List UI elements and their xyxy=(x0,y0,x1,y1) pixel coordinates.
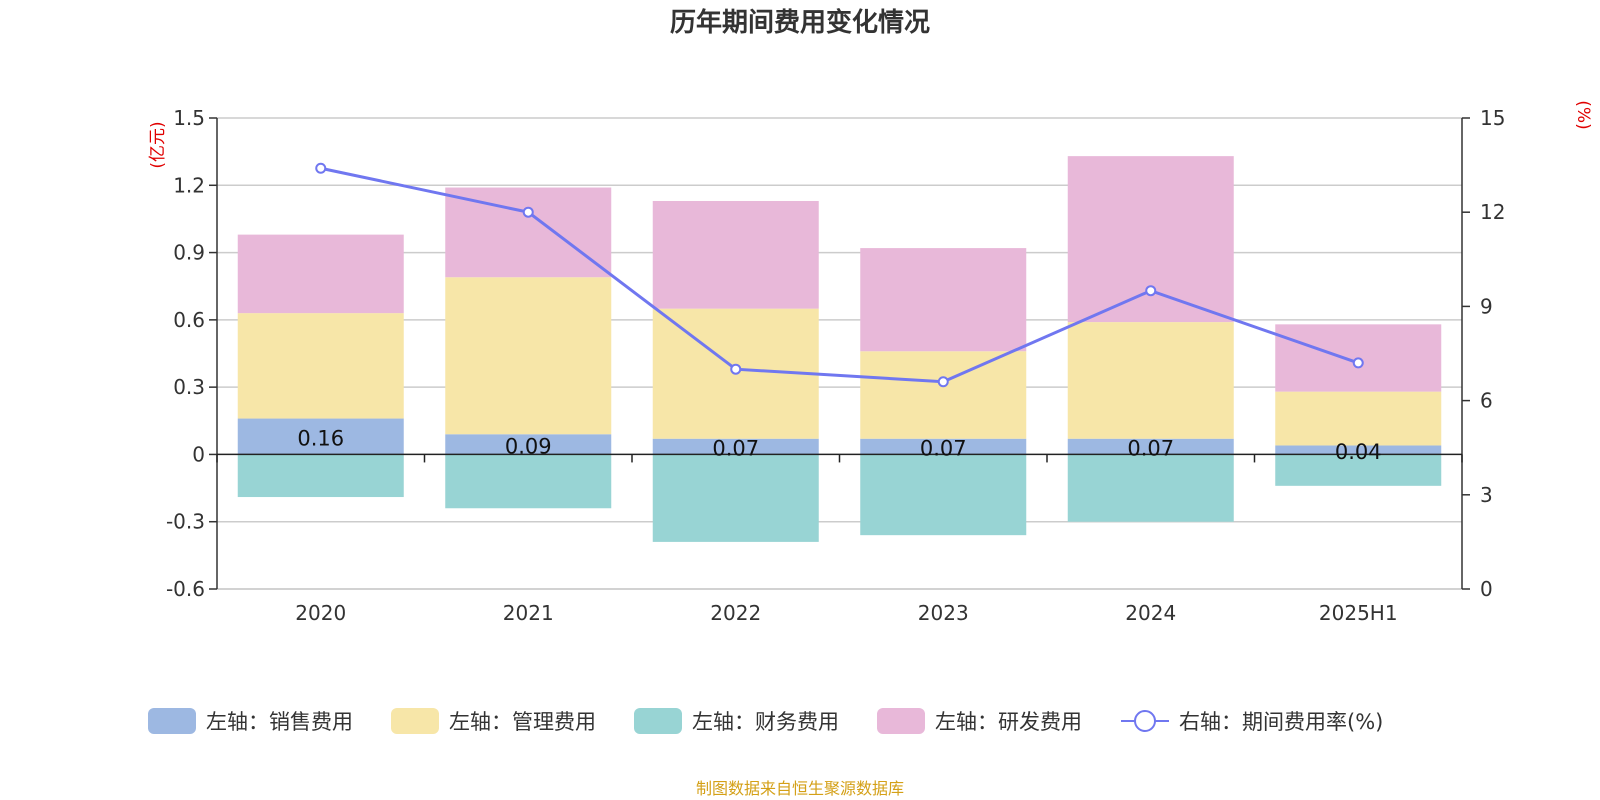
rate-line-point xyxy=(730,363,742,375)
bar-segment xyxy=(445,277,612,435)
legend-label: 左轴：管理费用 xyxy=(449,710,596,734)
legend-marker xyxy=(1134,710,1156,732)
bar-segment xyxy=(1067,156,1234,323)
left-axis-tick-label: 0.6 xyxy=(173,308,205,332)
legend-swatch xyxy=(391,708,439,734)
legend-label: 左轴：销售费用 xyxy=(206,710,353,734)
bar-segment xyxy=(652,200,819,309)
legend-swatch xyxy=(634,708,682,734)
bar-segment xyxy=(1275,445,1442,455)
x-axis-category-label: 2023 xyxy=(918,601,969,625)
bar-segment xyxy=(860,454,1027,536)
bar-segment xyxy=(445,187,612,278)
bars-layer xyxy=(237,156,1442,542)
legend-label: 左轴：研发费用 xyxy=(935,710,1082,734)
data-labels-layer: 0.16 0.09 0.07 0.07 0.07 0.04 xyxy=(297,426,1381,463)
right-axis-tick-label: 12 xyxy=(1480,200,1505,224)
source-note: 制图数据来自恒生聚源数据库 xyxy=(696,779,904,798)
bar-segment xyxy=(237,418,404,455)
bar-segment xyxy=(1275,454,1442,486)
bar-segment xyxy=(445,454,612,509)
rate-line-point xyxy=(937,376,949,388)
rate-line-point xyxy=(522,206,534,218)
bar-data-label: 0.07 xyxy=(712,437,759,461)
bar-segment xyxy=(237,454,404,498)
bar-segment xyxy=(237,234,404,314)
axes-layer: 1.5 1.2 0.9 0.6 0.3 0 -0.3 -0.6 15 12 9 6 3 0 2020 2021… xyxy=(166,106,1505,625)
bar-segment xyxy=(860,438,1027,455)
bar-segment xyxy=(1275,391,1442,446)
left-axis-tick-label: 0 xyxy=(192,442,205,466)
legend-item[interactable]: 左轴：财务费用 xyxy=(634,708,839,734)
legend-label: 左轴：财务费用 xyxy=(692,710,839,734)
right-axis-tick-label: 0 xyxy=(1480,577,1493,601)
bar-data-label: 0.16 xyxy=(297,426,344,450)
bar-segment xyxy=(1067,322,1234,439)
bar-data-label: 0.07 xyxy=(920,437,967,461)
left-axis-tick-label: 0.3 xyxy=(173,375,205,399)
rate-line-point xyxy=(1352,357,1364,369)
right-axis-tick-label: 3 xyxy=(1480,483,1493,507)
left-axis-tick-label: 1.2 xyxy=(173,173,205,197)
bar-data-label: 0.09 xyxy=(505,434,552,458)
bar-segment xyxy=(652,454,819,542)
right-axis-tick-label: 9 xyxy=(1480,294,1493,318)
legend-swatch xyxy=(148,708,196,734)
x-axis-category-label: 2021 xyxy=(503,601,554,625)
bar-segment xyxy=(652,438,819,455)
gridlines xyxy=(217,117,1462,590)
bar-segment xyxy=(860,351,1027,439)
legend-label: 右轴：期间费用率(%) xyxy=(1179,710,1383,734)
left-axis-tick-label: -0.6 xyxy=(166,577,205,601)
right-axis-unit-label: (%) xyxy=(1573,100,1593,129)
x-axis-category-label: 2020 xyxy=(295,601,346,625)
legend: 左轴：销售费用 左轴：管理费用 左轴：财务费用 左轴：研发费用 右轴：期间费用率(%) xyxy=(148,708,1383,734)
bar-segment xyxy=(1067,454,1234,522)
line-series-layer xyxy=(315,162,1364,388)
rate-line-point xyxy=(315,162,327,174)
left-axis-tick-label: 0.9 xyxy=(173,241,205,265)
bar-data-label: 0.04 xyxy=(1335,440,1382,464)
bar-data-label: 0.07 xyxy=(1127,437,1174,461)
bar-segment xyxy=(860,248,1027,352)
legend-swatch xyxy=(877,708,925,734)
legend-item[interactable]: 右轴：期间费用率(%) xyxy=(1121,710,1383,734)
x-axis-category-label: 2025H1 xyxy=(1319,601,1398,625)
rate-line-point xyxy=(1145,285,1157,297)
bar-segment xyxy=(1067,438,1234,455)
rate-line xyxy=(320,166,1359,384)
chart-title: 历年期间费用变化情况 xyxy=(670,7,930,38)
x-axis-category-label: 2024 xyxy=(1125,601,1176,625)
legend-item[interactable]: 左轴：销售费用 xyxy=(148,708,353,734)
left-axis-tick-label: 1.5 xyxy=(173,106,205,130)
legend-item[interactable]: 左轴：管理费用 xyxy=(391,708,596,734)
left-axis-unit-label: (亿元) xyxy=(148,121,168,168)
right-axis-tick-label: 6 xyxy=(1480,389,1493,413)
bar-segment xyxy=(445,434,612,455)
bar-segment xyxy=(237,313,404,419)
legend-item[interactable]: 左轴：研发费用 xyxy=(877,708,1082,734)
x-axis-category-label: 2022 xyxy=(710,601,761,625)
right-axis-tick-label: 15 xyxy=(1480,106,1505,130)
left-axis-tick-label: -0.3 xyxy=(166,510,205,534)
